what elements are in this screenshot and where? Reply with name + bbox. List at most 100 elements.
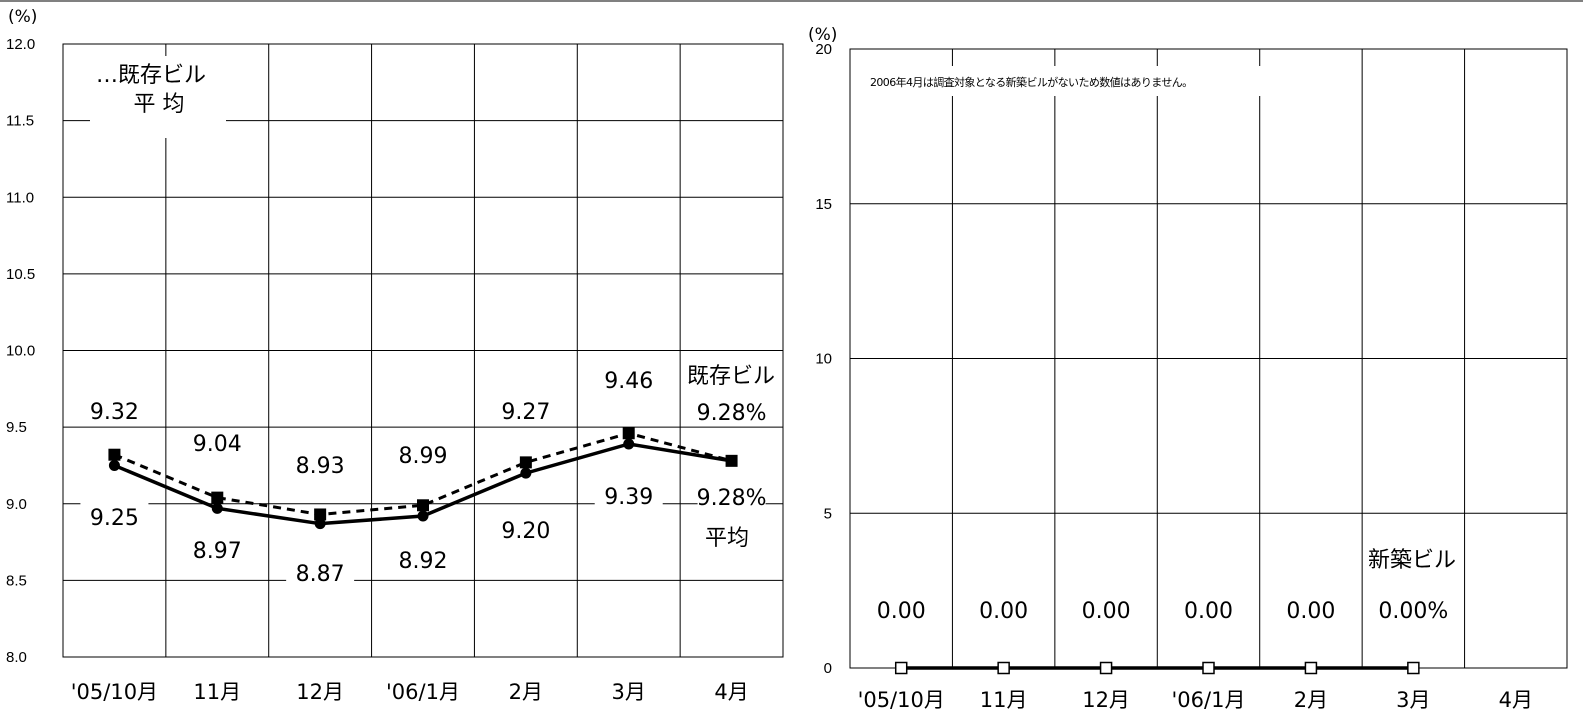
data-point-existing (417, 499, 429, 512)
data-label-bg (183, 429, 252, 457)
data-point-existing (622, 427, 635, 440)
data-label-bg (697, 483, 766, 511)
y-tick-label: 9.5 (6, 419, 27, 436)
x-category-label: '06/1月 (1172, 688, 1246, 712)
data-label-existing: 9.46 (604, 369, 653, 394)
end-label-existing: 既存ビル (687, 364, 775, 389)
note-bg (866, 66, 1298, 96)
existing-building-chart: (%) 8.0 8.5 9.0 9.5 10.0 10.5 11.0 11.5 12.0 '05/1… (6, 7, 784, 704)
data-label-existing: 9.27 (501, 400, 550, 425)
x-category-label: 3月 (1396, 688, 1430, 712)
y-tick-label: 10.5 (6, 266, 35, 283)
y-tick-label: 5 (824, 505, 832, 522)
y-tick-label: 12.0 (6, 36, 35, 53)
x-category-label: 11月 (980, 688, 1028, 712)
data-label-bg (1070, 592, 1143, 624)
data-label-bg (389, 441, 457, 469)
data-point-new (1099, 661, 1113, 675)
legend-line-1: …既存ビル (96, 63, 206, 88)
x-category-label: '06/1月 (386, 680, 460, 704)
data-point-average (623, 438, 635, 450)
data-label-existing: 8.99 (399, 444, 448, 469)
legend-box (90, 56, 226, 138)
data-label-average: 8.87 (296, 562, 345, 587)
data-label-bg (286, 559, 355, 587)
data-label-bg (80, 503, 149, 531)
y-unit-label: (%) (808, 25, 837, 45)
x-category-label: '05/10月 (858, 688, 945, 712)
data-point-existing (211, 491, 224, 504)
x-category-label: 11月 (193, 680, 241, 704)
data-point-existing (108, 448, 121, 461)
y-tick-label: 20 (815, 41, 832, 58)
data-point-existing (314, 508, 327, 521)
data-label-bg (1172, 592, 1245, 624)
data-label-existing: 9.32 (90, 400, 139, 425)
x-category-label: '05/10月 (71, 680, 158, 704)
x-category-label: 3月 (612, 680, 646, 704)
data-label-bg (80, 397, 149, 425)
end-label-bg (682, 360, 780, 390)
data-label-average: 9.39 (604, 485, 653, 510)
data-label-bg (865, 592, 938, 624)
data-label-bg (491, 397, 560, 425)
x-category-label: 2月 (509, 680, 543, 704)
y-tick-label: 15 (815, 196, 832, 213)
data-label-bg (967, 592, 1040, 624)
data-label-new: 0.00 (979, 599, 1028, 624)
data-point-new (894, 661, 908, 675)
y-tick-label: 11.5 (6, 113, 34, 130)
data-label-existing: 8.93 (296, 454, 345, 479)
series-name-bg (1364, 542, 1460, 574)
data-label-new: 0.00 (1286, 599, 1335, 624)
y-tick-label: 8.5 (6, 572, 27, 589)
data-label-new: 0.00 (1082, 599, 1131, 624)
data-point-new (1202, 661, 1215, 675)
data-label-average: 8.97 (193, 539, 242, 564)
y-tick-label: 9.0 (6, 496, 27, 513)
end-label-bg (696, 522, 758, 552)
data-label-bg (1274, 592, 1347, 624)
data-point-existing (725, 454, 738, 467)
data-label-average: 8.92 (399, 549, 448, 574)
series-name-new: 新築ビル (1368, 548, 1456, 573)
end-label-average: 平均 (705, 526, 749, 551)
x-category-label: 2月 (1294, 688, 1328, 712)
x-category-label: 12月 (296, 680, 344, 704)
data-label-new: 0.00 (1184, 599, 1233, 624)
data-label-new: 0.00 (877, 599, 926, 624)
data-label-average: 9.28% (697, 486, 767, 511)
data-point-new (1304, 661, 1318, 675)
data-point-new (1407, 661, 1420, 675)
data-point-average (211, 502, 223, 514)
data-label-average: 9.20 (501, 519, 550, 544)
data-label-bg (697, 398, 766, 426)
data-label-new: 0.00% (1378, 599, 1448, 624)
data-point-average (108, 459, 120, 471)
x-category-label: 4月 (714, 680, 748, 704)
data-point-average (314, 518, 326, 530)
data-label-bg (286, 451, 355, 479)
plot-frame (62, 43, 784, 658)
y-tick-label: 0 (824, 660, 832, 677)
chart-note: 2006年4月は調査対象となる新築ビルがないため数値はありません。 (870, 75, 1193, 89)
data-label-average: 9.25 (90, 506, 139, 531)
data-label-existing: 9.28% (697, 401, 767, 426)
x-category-label: 12月 (1082, 688, 1130, 712)
data-label-bg (594, 366, 663, 394)
data-label-bg (183, 536, 252, 564)
y-unit-label: (%) (8, 7, 37, 27)
data-point-average (520, 467, 532, 479)
data-point-new (997, 661, 1010, 675)
y-tick-label: 10 (815, 351, 832, 368)
y-tick-label: 10.0 (6, 343, 35, 360)
data-label-bg (389, 546, 457, 574)
legend-line-2: 平 均 (134, 92, 185, 117)
y-tick-label: 11.0 (6, 189, 34, 206)
data-point-existing (519, 456, 532, 469)
data-label-existing: 9.04 (193, 432, 242, 457)
y-tick-label: 8.0 (6, 649, 27, 666)
data-label-bg (491, 516, 560, 544)
x-category-label: 4月 (1499, 688, 1533, 712)
